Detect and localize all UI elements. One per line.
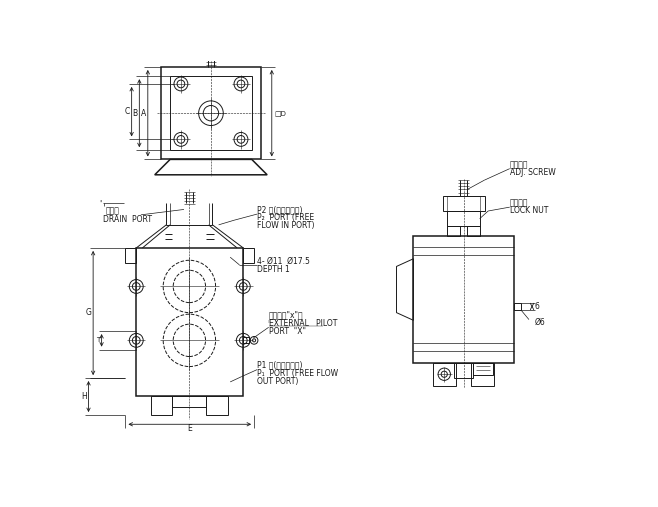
Bar <box>243 248 254 263</box>
Text: LOCK NUT: LOCK NUT <box>510 206 548 215</box>
Bar <box>467 227 480 236</box>
Text: PORT  "X": PORT "X" <box>268 327 306 336</box>
Text: E: E <box>187 424 191 433</box>
Text: H: H <box>81 392 87 401</box>
Text: ': ' <box>99 200 101 209</box>
Text: OUT PORT): OUT PORT) <box>257 377 299 386</box>
Text: □D: □D <box>274 110 286 116</box>
Text: ADJ. SCREW: ADJ. SCREW <box>510 168 555 177</box>
Bar <box>170 76 252 150</box>
Text: 洩流口: 洩流口 <box>105 206 119 215</box>
Bar <box>447 227 461 236</box>
Bar <box>136 248 243 396</box>
Text: 外部引導"x"口: 外部引導"x"口 <box>268 310 303 319</box>
Text: FLOW IN PORT): FLOW IN PORT) <box>257 221 315 230</box>
Text: 固定螺帽: 固定螺帽 <box>510 199 528 208</box>
Text: 4- Ø11  Ø17.5: 4- Ø11 Ø17.5 <box>257 257 310 266</box>
Bar <box>443 196 485 211</box>
Text: A: A <box>141 108 146 118</box>
Text: 調節螺絲: 調節螺絲 <box>510 160 528 169</box>
Text: P1 口(自由流出口): P1 口(自由流出口) <box>257 360 303 370</box>
Text: EXTERNAL   PILOT: EXTERNAL PILOT <box>268 319 337 328</box>
Bar <box>172 396 207 407</box>
Bar <box>447 196 480 211</box>
Bar <box>161 67 261 159</box>
Text: DEPTH 1: DEPTH 1 <box>257 265 290 274</box>
Text: C: C <box>125 107 130 116</box>
Bar <box>151 396 172 415</box>
Text: T: T <box>96 337 100 343</box>
Bar <box>513 303 521 310</box>
Text: 6: 6 <box>534 302 539 311</box>
Text: G: G <box>86 308 91 317</box>
Bar <box>126 248 136 263</box>
Text: B: B <box>133 108 138 118</box>
Bar <box>472 363 493 375</box>
Bar <box>207 396 228 415</box>
Bar <box>447 211 480 227</box>
Bar <box>433 363 456 386</box>
Text: P₁  PORT (FREE FLOW: P₁ PORT (FREE FLOW <box>257 369 338 378</box>
Bar <box>413 236 513 363</box>
Text: Ø6: Ø6 <box>534 317 545 327</box>
Text: P2 口(自由流入口): P2 口(自由流入口) <box>257 205 303 214</box>
Bar <box>454 363 472 378</box>
Text: DRAIN  PORT: DRAIN PORT <box>103 215 152 224</box>
Text: P₂  PORT (FREE: P₂ PORT (FREE <box>257 213 315 223</box>
Bar <box>243 337 249 343</box>
Bar <box>471 363 494 386</box>
